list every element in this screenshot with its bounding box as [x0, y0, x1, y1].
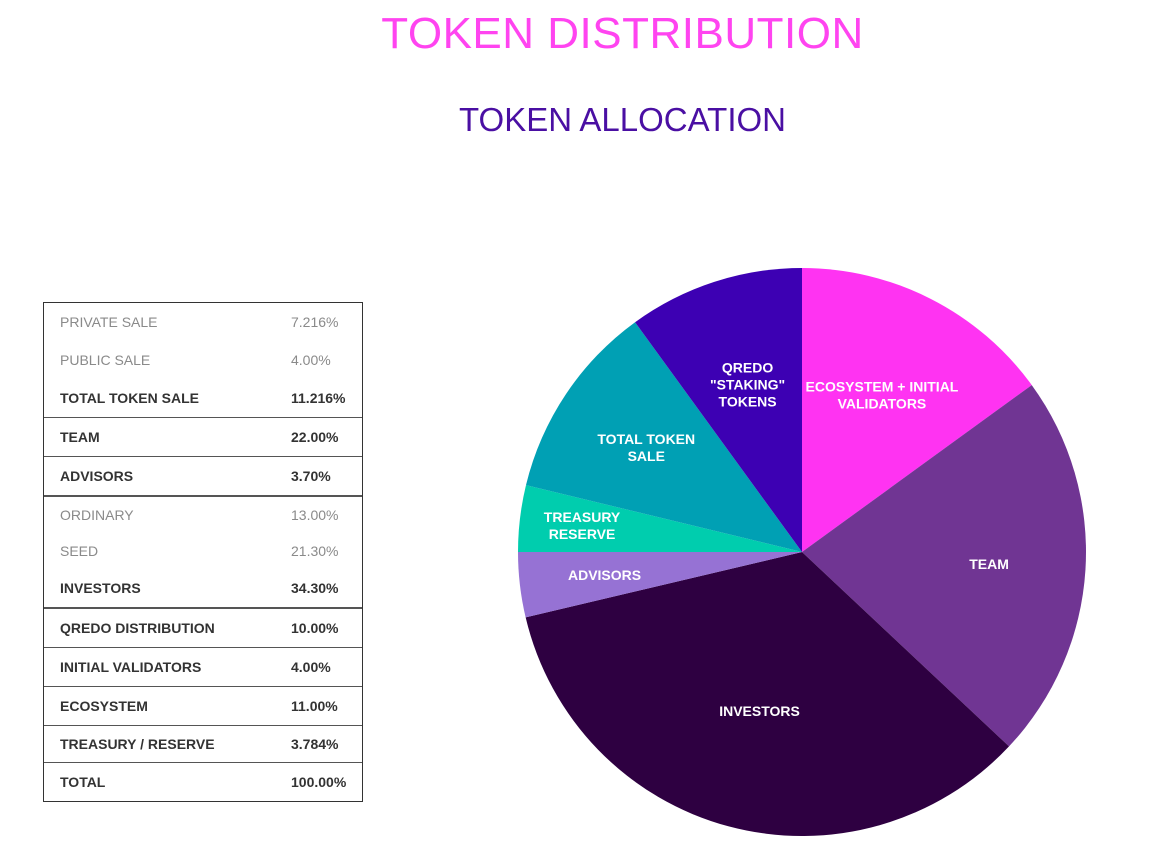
pie-slice [518, 485, 802, 552]
row-value: 13.00% [291, 507, 339, 523]
table-row: ECOSYSTEM 11.00% [44, 686, 362, 725]
row-label: ADVISORS [60, 468, 134, 484]
table-row: TREASURY / RESERVE 3.784% [44, 725, 362, 762]
row-label: INITIAL VALIDATORS [60, 659, 202, 675]
row-value: 11.216% [291, 390, 346, 406]
row-label: PUBLIC SALE [60, 352, 151, 368]
pie-slice [525, 552, 1010, 836]
pie-chart: ECOSYSTEM + INITIAL VALIDATORS TEAM INVESTO… [518, 268, 1086, 836]
slice-label: ADVISORS [568, 567, 641, 583]
row-value: 4.00% [291, 352, 331, 368]
slice-label: QREDO "STAKING" TOKENS [710, 360, 785, 410]
slice-label: TREASURY RESERVE [544, 509, 621, 542]
slice-label: INVESTORS [719, 703, 800, 719]
pie-slice [802, 268, 1032, 552]
row-label: TOTAL TOKEN SALE [60, 390, 199, 406]
pie-slice [635, 268, 802, 552]
pie-slice [802, 385, 1086, 747]
row-label: INVESTORS [60, 580, 141, 596]
table-row: TOTAL TOKEN SALE 11.216% [44, 379, 362, 417]
table-row: ORDINARY 13.00% [44, 495, 362, 533]
row-value: 100.00% [291, 774, 347, 790]
allocation-table: PRIVATE SALE 7.216% PUBLIC SALE 4.00% TO… [43, 302, 363, 802]
row-label: ECOSYSTEM [60, 698, 148, 714]
row-label: QREDO DISTRIBUTION [60, 620, 215, 636]
row-label: TOTAL [60, 774, 106, 790]
row-label: SEED [60, 543, 99, 559]
page-subtitle: TOKEN ALLOCATION [458, 101, 787, 138]
table-row: PUBLIC SALE 4.00% [44, 341, 362, 379]
row-label: PRIVATE SALE [60, 314, 158, 330]
page-title: TOKEN DISTRIBUTION [381, 9, 864, 58]
table-row: TEAM 22.00% [44, 417, 362, 456]
table-row: QREDO DISTRIBUTION 10.00% [44, 607, 362, 647]
slice-label: TEAM [969, 556, 1009, 572]
row-value: 4.00% [291, 659, 331, 675]
table-row: INITIAL VALIDATORS 4.00% [44, 647, 362, 686]
row-value: 22.00% [291, 429, 339, 445]
pie-slice [525, 322, 802, 552]
row-value: 10.00% [291, 620, 339, 636]
slice-label: TOTAL TOKEN SALE [597, 431, 695, 464]
table-row: ADVISORS 3.70% [44, 456, 362, 495]
table-row: INVESTORS 34.30% [44, 569, 362, 607]
table-row: PRIVATE SALE 7.216% [44, 303, 362, 341]
row-label: TREASURY / RESERVE [60, 736, 215, 752]
row-value: 21.30% [291, 543, 339, 559]
row-value: 34.30% [291, 580, 339, 596]
row-value: 11.00% [291, 698, 338, 714]
table-row: SEED 21.30% [44, 533, 362, 569]
pie-slice [518, 552, 802, 618]
table-row: TOTAL 100.00% [44, 762, 362, 801]
row-value: 3.784% [291, 736, 339, 752]
row-value: 7.216% [291, 314, 339, 330]
row-label: ORDINARY [60, 507, 134, 523]
slice-label: ECOSYSTEM + INITIAL VALIDATORS [806, 379, 959, 412]
row-value: 3.70% [291, 468, 331, 484]
row-label: TEAM [60, 429, 100, 445]
